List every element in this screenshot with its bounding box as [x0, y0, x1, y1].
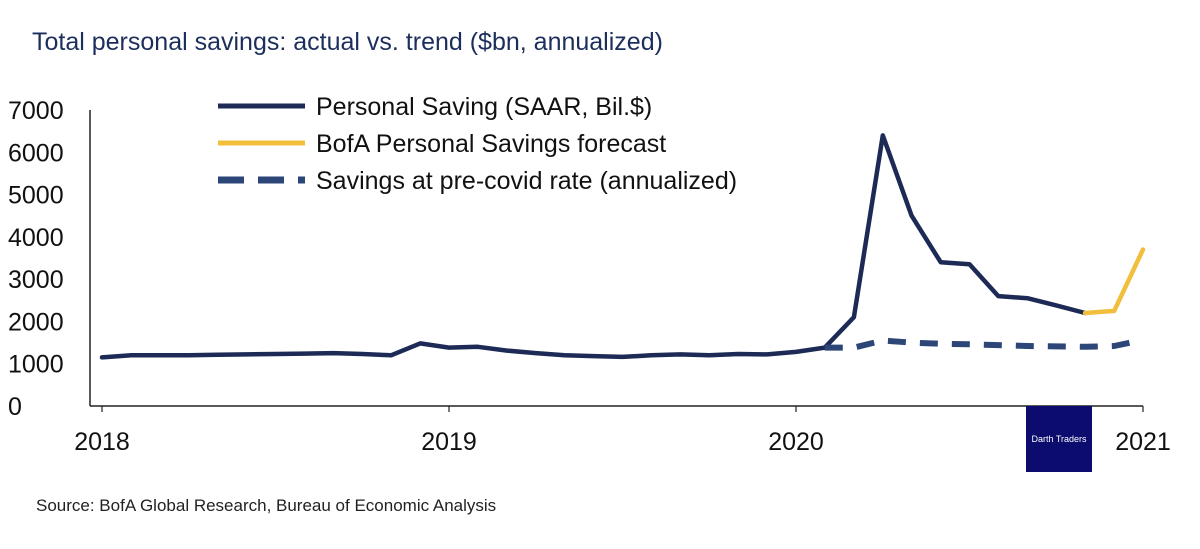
y-tick-label: 7000: [8, 97, 64, 125]
y-tick-label: 0: [8, 393, 22, 421]
x-tick-labels: 2018 2019 2020 2021: [74, 406, 1171, 456]
legend-label: Savings at pre-covid rate (annualized): [316, 167, 737, 195]
series-line-personal-saving-saar-bil: [99, 133, 1088, 360]
x-tick-label: 2018: [74, 428, 130, 456]
chart-title: Total personal savings: actual vs. trend…: [32, 28, 663, 56]
y-tick-label: 5000: [8, 182, 64, 210]
legend: Personal Saving (SAAR, Bil.$) BofA Person…: [218, 93, 737, 195]
y-tick-label: 4000: [8, 224, 64, 252]
series-line-savings-at-pre-covid-rate-annualized: [824, 337, 1144, 351]
source-note: Source: BofA Global Research, Bureau of …: [36, 496, 497, 515]
y-tick-labels: 0 1000 2000 3000 4000 5000 6000 7000: [8, 97, 64, 421]
watermark-text: Darth Traders: [1031, 434, 1087, 444]
y-tick-label: 2000: [8, 308, 64, 336]
legend-label: BofA Personal Savings forecast: [316, 130, 666, 158]
axes: [89, 110, 1143, 407]
x-tick-label: 2019: [421, 428, 477, 456]
series-line-bofa-personal-savings-forecast: [1082, 247, 1146, 316]
watermark-badge: Darth Traders: [1026, 406, 1092, 472]
x-tick-label: 2021: [1115, 428, 1171, 456]
y-tick-label: 6000: [8, 139, 64, 167]
series-lines: [99, 133, 1146, 360]
x-tick-label: 2020: [768, 428, 824, 456]
y-tick-label: 3000: [8, 266, 64, 294]
y-tick-label: 1000: [8, 351, 64, 379]
legend-label: Personal Saving (SAAR, Bil.$): [316, 93, 652, 121]
